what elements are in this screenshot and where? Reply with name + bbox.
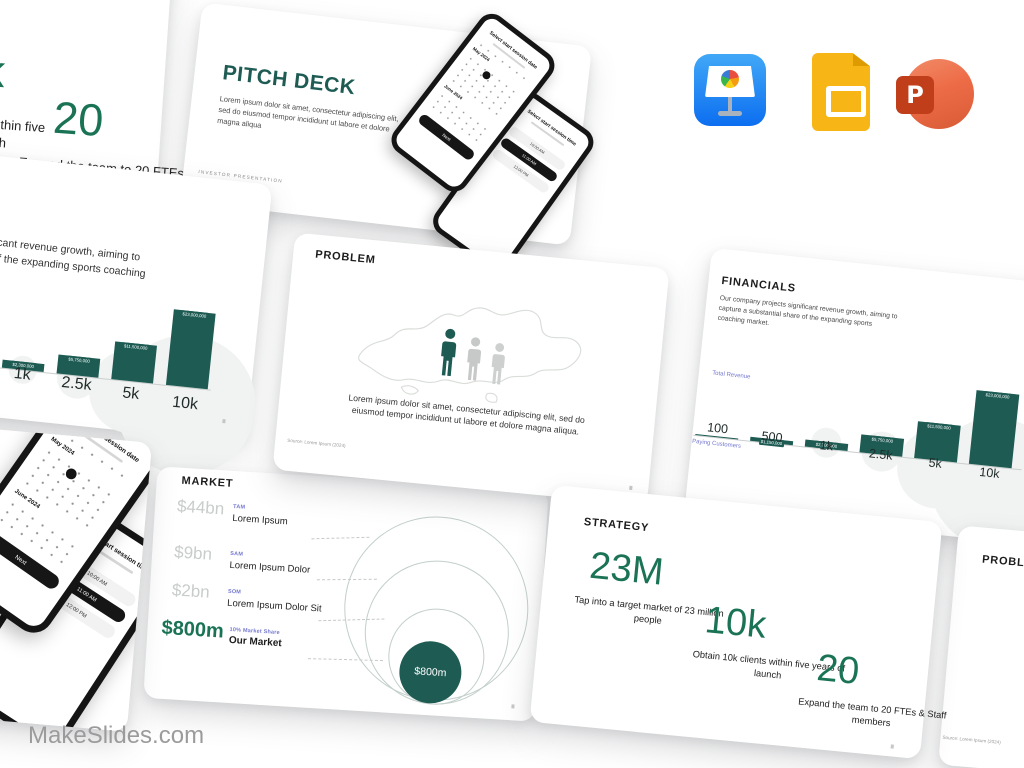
source-note: Source: Lorem Ipsum (2024) — [287, 437, 346, 449]
brand-link[interactable]: MakeSlides.com — [28, 722, 205, 749]
page-number-mark — [511, 704, 515, 709]
category-label: 1k — [12, 364, 32, 384]
slide-title: STRATEGY — [583, 515, 650, 535]
source-note: Source: Lorem Ipsum (2024) — [942, 734, 1001, 745]
slide-strategy[interactable]: STRATEGY 23M Tap into a target market of… — [529, 484, 947, 760]
keynote-icon[interactable] — [694, 54, 766, 126]
slide-title: MARKET — [181, 474, 234, 490]
powerpoint-p-tile: P — [896, 76, 934, 114]
stat-value: 20 — [814, 647, 862, 693]
stat-value: 23M — [587, 544, 666, 594]
page-number-mark — [890, 744, 894, 749]
powerpoint-letter: P — [906, 81, 924, 109]
slide-title: PITCH DECK — [221, 61, 357, 100]
slide-title: PROBLEM — [981, 553, 1024, 571]
market-row-value: $9bn — [173, 542, 213, 564]
slide-financials-cropped[interactable]: FINANCIALS Our company projects signific… — [0, 140, 273, 483]
category-label: 2.5k — [60, 374, 93, 395]
slide-cover-cropped-phones[interactable]: Select start session date May 2024 June … — [0, 414, 153, 732]
market-row-name: Our Market — [228, 634, 282, 650]
market-row-name: Lorem Ipsum Dolor Sit — [226, 597, 322, 615]
bar-value-label: $11,500,000 — [121, 342, 150, 352]
powerpoint-icon[interactable]: P — [896, 56, 974, 134]
keynote-stand — [728, 97, 732, 112]
market-row-label: SOM — [227, 588, 242, 596]
bar-value-label: $5,750,000 — [65, 355, 93, 365]
stat-value: 10k — [703, 599, 769, 647]
stat-description: Expand the team to 20 FTEs & Staff membe… — [797, 696, 947, 728]
google-slides-icon[interactable] — [812, 53, 870, 131]
market-row-name: Lorem Ipsum Dolor — [229, 559, 311, 576]
slide-body: Lorem ipsum dolor sit amet, consectetur … — [216, 94, 400, 134]
bar-value-label: $11,500,000 — [924, 422, 954, 432]
keynote-base — [718, 111, 742, 116]
bar-value-label: $23,000,000 — [983, 390, 1012, 401]
revenue-bar-chart: $1,150,000 $2,300,000 $5,750,000 $11,500… — [687, 315, 1024, 555]
map-outline — [358, 307, 582, 403]
page-number-mark — [629, 485, 633, 491]
slide-title: FINANCIALS — [720, 274, 797, 295]
stat-value: 20 — [51, 91, 106, 147]
slide-problem[interactable]: PROBLEM Lorem ipsum dolor sit amet, cons… — [272, 232, 670, 506]
x-axis-label: Paying Customers — [691, 438, 742, 450]
slides-frame — [826, 86, 866, 117]
market-row-value: $44bn — [176, 496, 225, 519]
bar: $11,500,000 — [111, 341, 157, 384]
slide-title: PROBLEM — [314, 248, 377, 267]
slide-market[interactable]: MARKET $44bn TAM Lorem Ipsum $9bn SAM Lo… — [143, 466, 549, 722]
stat-value: 10k — [0, 41, 7, 98]
person-icon — [491, 343, 505, 385]
bar: $23,000,000 — [968, 390, 1020, 469]
market-row-name: Lorem Ipsum — [232, 512, 289, 528]
category-label: 1k — [819, 438, 834, 454]
market-row-value: $800m — [160, 616, 225, 643]
market-row-value: $2bn — [171, 580, 211, 602]
our-market-circle-label: $800m — [413, 665, 447, 680]
category-label: 500 — [760, 428, 784, 446]
page-number-mark — [222, 419, 226, 424]
leader-line — [311, 536, 370, 540]
market-row-label: TAM — [232, 503, 246, 511]
bar: $23,000,000 — [165, 309, 216, 390]
keynote-pie — [721, 70, 739, 88]
revenue-bar-chart: $1,150,000 $2,300,000 $5,750,000 $11,500… — [0, 240, 263, 483]
market-row-label: SAM — [230, 550, 244, 558]
bar-value-label: $5,750,000 — [869, 434, 896, 445]
stat-description: Obtain 10k clients within five years of … — [0, 109, 46, 150]
bar-value-label: $23,000,000 — [180, 310, 209, 320]
person-icon — [467, 337, 482, 381]
person-icon — [441, 328, 457, 377]
